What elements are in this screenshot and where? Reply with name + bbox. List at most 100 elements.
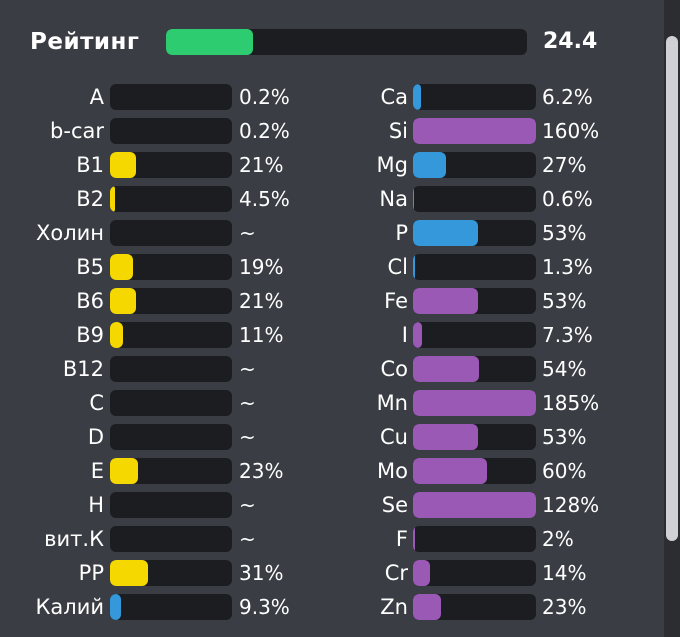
vitamin-row: B6 21% (0, 288, 320, 322)
nutrient-bar-track (413, 458, 536, 484)
nutrient-bar-track (110, 152, 232, 178)
scrollbar-thumb[interactable] (666, 36, 678, 541)
nutrient-name: Mn (376, 391, 408, 415)
nutrient-value: 53% (542, 289, 587, 313)
nutrient-value: ~ (239, 493, 256, 517)
vitamin-row: B12 ~ (0, 356, 320, 390)
nutrient-value: 19% (239, 255, 284, 279)
scrollbar[interactable] (664, 0, 680, 637)
nutrient-name: P (395, 221, 408, 245)
vitamin-row: PP 31% (0, 560, 320, 594)
nutrient-name: Калий (35, 595, 105, 619)
nutrient-name: вит.К (44, 527, 104, 551)
vitamins-column: A 0.2% b-car 0.2% B1 21% B2 4.5% Холин ~ B5 19% B6 21… (0, 84, 320, 628)
nutrient-bar-track (413, 84, 536, 110)
nutrient-name: Cu (380, 425, 408, 449)
nutrient-name: Холин (35, 221, 104, 245)
nutrient-value: 54% (542, 357, 587, 381)
nutrient-bar-track (413, 424, 536, 450)
nutrient-name: B2 (76, 187, 104, 211)
nutrient-value: 53% (542, 425, 587, 449)
nutrient-name: D (87, 425, 104, 449)
vitamin-row: C ~ (0, 390, 320, 424)
nutrient-bar-fill (110, 594, 122, 620)
mineral-row: Cl 1.3% (310, 254, 620, 288)
nutrient-bar-fill (413, 152, 447, 178)
mineral-row: Mg 27% (310, 152, 620, 186)
nutrient-bar-track (413, 152, 536, 178)
vitamin-row: b-car 0.2% (0, 118, 320, 152)
nutrient-name: B1 (76, 153, 104, 177)
nutrient-value: 23% (239, 459, 284, 483)
nutrient-value: 11% (239, 323, 284, 347)
nutrient-bar-track (110, 118, 232, 144)
nutrient-bar-fill (413, 254, 415, 280)
nutrient-name: A (89, 85, 104, 109)
nutrient-bar-track (110, 424, 232, 450)
nutrient-bar-track (413, 288, 536, 314)
nutrient-name: Cr (384, 561, 408, 585)
nutrient-bar-track (413, 186, 536, 212)
nutrient-name: B6 (76, 289, 104, 313)
nutrient-value: 185% (542, 391, 600, 415)
nutrient-bar-fill (413, 560, 431, 586)
nutrient-bar-fill (413, 356, 480, 382)
rating-bar-track (166, 29, 527, 55)
nutrient-name: E (90, 459, 104, 483)
nutrient-name: Si (388, 119, 408, 143)
nutrient-bar-track (413, 594, 536, 620)
nutrient-bar-track (110, 220, 232, 246)
nutrient-name: B5 (76, 255, 104, 279)
vitamin-row: A 0.2% (0, 84, 320, 118)
mineral-row: Cr 14% (310, 560, 620, 594)
mineral-row: P 53% (310, 220, 620, 254)
nutrient-name: Mo (377, 459, 408, 483)
nutrient-bar-fill (110, 322, 124, 348)
nutrient-bar-fill (110, 254, 134, 280)
mineral-row: Mo 60% (310, 458, 620, 492)
nutrient-value: ~ (239, 425, 256, 449)
nutrient-value: 2% (542, 527, 574, 551)
vitamin-row: D ~ (0, 424, 320, 458)
nutrient-name: B9 (76, 323, 104, 347)
nutrient-bar-track (413, 356, 536, 382)
vitamin-row: Калий 9.3% (0, 594, 320, 628)
nutrient-value: 60% (542, 459, 587, 483)
nutrient-bar-fill (413, 220, 479, 246)
nutrient-name: Mg (376, 153, 408, 177)
nutrient-value: ~ (239, 221, 256, 245)
nutrient-bar-track (110, 594, 232, 620)
nutrient-bar-track (413, 322, 536, 348)
nutrient-name: Ca (380, 85, 408, 109)
vitamin-row: вит.К ~ (0, 526, 320, 560)
nutrient-value: 1.3% (542, 255, 593, 279)
nutrient-name: Na (379, 187, 408, 211)
nutrient-value: 4.5% (239, 187, 290, 211)
rating-row: Рейтинг 24.4 (30, 28, 610, 58)
nutrient-bar-track (413, 560, 536, 586)
nutrient-bar-track (413, 526, 536, 552)
nutrient-value: 7.3% (542, 323, 593, 347)
mineral-row: Zn 23% (310, 594, 620, 628)
nutrient-bar-fill (110, 186, 116, 212)
nutrient-value: 0.6% (542, 187, 593, 211)
nutrient-value: ~ (239, 357, 256, 381)
nutrient-bar-track (110, 458, 232, 484)
rating-label: Рейтинг (30, 29, 140, 55)
nutrient-value: 27% (542, 153, 587, 177)
nutrient-name: I (401, 323, 408, 347)
nutrient-bar-track (110, 84, 232, 110)
vitamin-row: B2 4.5% (0, 186, 320, 220)
nutrient-name: Zn (380, 595, 408, 619)
nutrient-bar-fill (413, 288, 479, 314)
nutrient-bar-fill (110, 560, 148, 586)
nutrient-bar-fill (413, 390, 536, 416)
nutrient-bar-fill (413, 526, 416, 552)
mineral-row: Co 54% (310, 356, 620, 390)
vitamin-row: E 23% (0, 458, 320, 492)
nutrient-value: 9.3% (239, 595, 290, 619)
nutrient-name: b-car (50, 119, 104, 143)
nutrient-bar-track (413, 390, 536, 416)
rating-bar-fill (166, 29, 253, 55)
nutrient-bar-track (110, 288, 232, 314)
